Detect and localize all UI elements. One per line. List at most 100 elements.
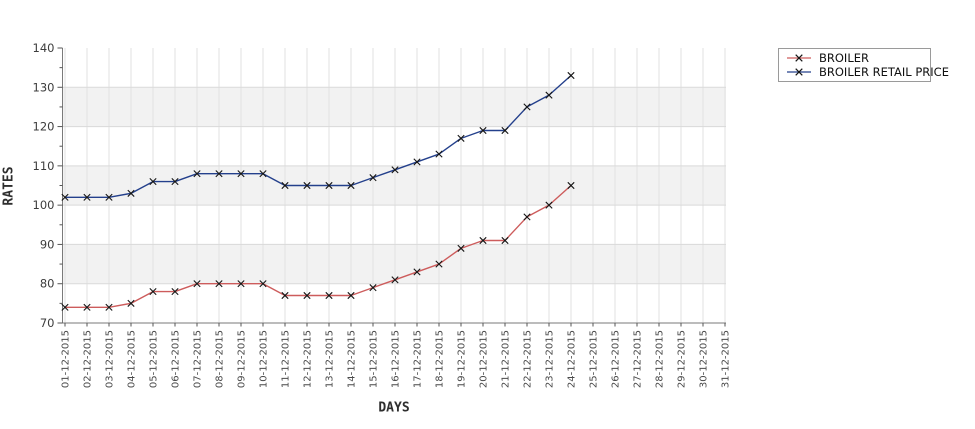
data-point-marker	[369, 174, 377, 182]
data-point-marker	[61, 193, 69, 201]
y-tick-label: 100	[33, 198, 55, 212]
data-point-marker	[523, 213, 531, 221]
data-point-marker	[479, 236, 487, 245]
y-tick-label: 70	[40, 316, 55, 330]
broiler-retail-price-series-marker-icon	[787, 68, 811, 76]
x-tick-label: 31-12-2015	[721, 330, 732, 388]
data-point-marker	[479, 126, 487, 135]
chart-legend: BROILER BROILER RETAIL PRICE	[778, 48, 949, 82]
x-tick-label: 02-12-2015	[83, 330, 94, 388]
data-point-marker	[369, 284, 377, 292]
legend-item-broiler: BROILER	[786, 51, 923, 65]
data-point-marker	[127, 299, 135, 307]
data-point-marker	[413, 268, 421, 276]
plot-band	[62, 165, 726, 206]
data-point-marker	[325, 181, 333, 190]
x-tick-label: 10-12-2015	[259, 330, 270, 388]
x-tick-label: 26-12-2015	[611, 330, 622, 388]
broiler-series-marker-icon	[787, 54, 811, 62]
x-tick-label: 20-12-2015	[479, 330, 490, 388]
data-point-marker	[237, 280, 245, 288]
data-point-marker	[303, 181, 311, 190]
data-point-marker	[501, 126, 509, 135]
x-tick-label: 15-12-2015	[369, 330, 380, 388]
legend-label-broiler: BROILER	[819, 51, 869, 65]
data-point-marker	[105, 193, 113, 201]
data-point-marker	[347, 291, 355, 300]
x-tick-label: 24-12-2015	[567, 330, 578, 388]
x-tick-label: 03-12-2015	[105, 330, 116, 388]
data-point-marker	[259, 280, 267, 288]
data-point-marker	[391, 166, 399, 174]
data-point-marker	[457, 244, 465, 252]
data-point-marker	[545, 91, 553, 99]
x-tick-label: 21-12-2015	[501, 330, 512, 388]
x-tick-label: 07-12-2015	[193, 330, 204, 388]
data-point-marker	[501, 236, 509, 245]
data-point-marker	[281, 181, 289, 190]
data-point-marker	[149, 177, 157, 186]
x-axis-title: DAYS	[378, 400, 410, 416]
x-tick-label: 29-12-2015	[677, 330, 688, 388]
x-tick-label: 16-12-2015	[391, 330, 402, 388]
data-point-marker	[171, 287, 179, 296]
plot-band	[62, 87, 726, 127]
series-line-broiler-retail-price	[65, 74, 572, 198]
data-point-marker	[127, 189, 135, 197]
x-tick-label: 27-12-2015	[633, 330, 644, 388]
x-tick-label: 13-12-2015	[325, 330, 336, 388]
data-point-marker	[193, 170, 201, 178]
data-point-marker	[215, 280, 223, 288]
data-point-marker	[237, 170, 245, 178]
x-tick-label: 14-12-2015	[347, 330, 358, 388]
x-tick-label: 06-12-2015	[171, 330, 182, 388]
x-tick-label: 12-12-2015	[303, 330, 314, 388]
x-tick-label: 28-12-2015	[655, 330, 666, 388]
data-point-marker	[347, 181, 355, 190]
data-point-marker	[149, 287, 157, 296]
plot-band	[62, 244, 726, 284]
y-tick-label: 80	[40, 277, 55, 291]
x-tick-label: 18-12-2015	[435, 330, 446, 388]
x-tick-label: 22-12-2015	[523, 330, 534, 388]
data-point-marker	[83, 193, 91, 201]
data-point-marker	[567, 71, 575, 80]
data-point-marker	[325, 291, 333, 300]
data-point-marker	[215, 170, 223, 178]
data-point-marker	[457, 134, 465, 142]
x-tick-label: 19-12-2015	[457, 330, 468, 388]
data-point-marker	[281, 291, 289, 300]
data-point-marker	[391, 276, 399, 284]
data-point-marker	[435, 260, 443, 268]
x-tick-label: 23-12-2015	[545, 330, 556, 388]
x-tick-label: 09-12-2015	[237, 330, 248, 388]
x-tick-label: 11-12-2015	[281, 330, 292, 388]
y-tick-label: 140	[33, 41, 55, 55]
x-tick-label: 25-12-2015	[589, 330, 600, 388]
data-point-marker	[105, 303, 113, 311]
data-point-marker	[523, 103, 531, 111]
y-tick-label: 130	[33, 80, 55, 94]
series-line-broiler	[65, 184, 572, 308]
data-point-marker	[567, 181, 575, 190]
y-axis-title: RATES	[1, 166, 17, 206]
data-point-marker	[303, 291, 311, 300]
x-tick-label: 01-12-2015	[61, 330, 72, 388]
data-point-marker	[193, 280, 201, 288]
x-tick-label: 17-12-2015	[413, 330, 424, 388]
data-point-marker	[61, 303, 69, 311]
y-tick-label: 120	[33, 120, 55, 134]
x-tick-label: 30-12-2015	[699, 330, 710, 388]
x-tick-label: 04-12-2015	[127, 330, 138, 388]
y-tick-label: 110	[33, 159, 55, 173]
legend-item-broiler-retail-price: BROILER RETAIL PRICE	[786, 65, 949, 79]
data-point-marker	[259, 170, 267, 178]
x-tick-label: 08-12-2015	[215, 330, 226, 388]
data-point-marker	[83, 303, 91, 311]
y-tick-label: 90	[40, 237, 55, 251]
data-point-marker	[171, 177, 179, 186]
x-tick-label: 05-12-2015	[149, 330, 160, 388]
data-point-marker	[545, 201, 553, 209]
